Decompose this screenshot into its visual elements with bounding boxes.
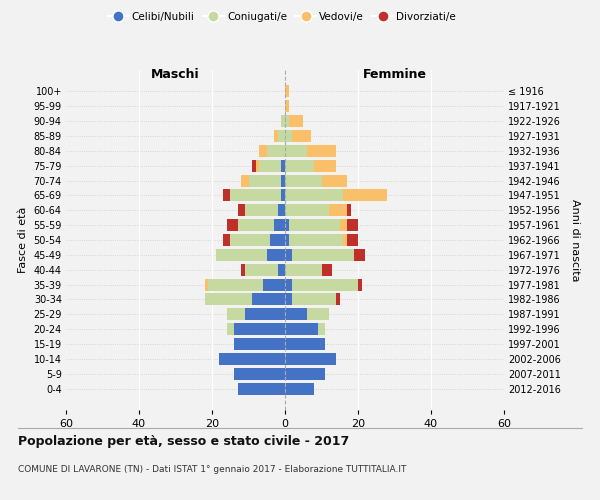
Bar <box>289 219 340 231</box>
Bar <box>234 323 285 335</box>
Bar <box>227 308 245 320</box>
Y-axis label: Anni di nascita: Anni di nascita <box>571 198 580 281</box>
Bar <box>322 174 347 186</box>
Bar <box>292 294 336 306</box>
Bar <box>259 145 267 157</box>
Bar <box>285 160 314 172</box>
Legend: Celibi/Nubili, Coniugati/e, Vedovi/e, Divorziati/e: Celibi/Nubili, Coniugati/e, Vedovi/e, Di… <box>104 8 460 26</box>
Bar <box>285 382 314 394</box>
Bar <box>322 264 332 276</box>
Bar <box>256 160 259 172</box>
Bar <box>285 264 322 276</box>
Bar <box>347 219 358 231</box>
Bar <box>223 190 230 202</box>
Bar <box>245 204 278 216</box>
Bar <box>343 190 387 202</box>
Bar <box>267 145 285 157</box>
Bar <box>307 308 329 320</box>
Bar <box>289 234 343 246</box>
Bar <box>267 249 285 261</box>
Bar <box>278 130 285 142</box>
Bar <box>227 323 234 335</box>
Bar <box>285 190 343 202</box>
Bar <box>274 130 278 142</box>
Bar <box>245 308 285 320</box>
Bar <box>285 234 289 246</box>
Bar <box>248 174 281 186</box>
Bar <box>285 100 289 112</box>
Bar <box>230 190 281 202</box>
Bar <box>285 86 289 98</box>
Bar <box>215 249 267 261</box>
Bar <box>252 294 285 306</box>
Bar <box>241 174 248 186</box>
Y-axis label: Fasce di età: Fasce di età <box>18 207 28 273</box>
Text: Popolazione per età, sesso e stato civile - 2017: Popolazione per età, sesso e stato civil… <box>18 435 349 448</box>
Bar <box>285 323 318 335</box>
Bar <box>238 219 274 231</box>
Bar <box>227 219 238 231</box>
Bar <box>281 174 285 186</box>
Bar <box>285 338 325 350</box>
Bar <box>208 278 263 290</box>
Bar <box>292 249 355 261</box>
Bar <box>347 204 350 216</box>
Bar <box>285 130 292 142</box>
Bar <box>292 278 358 290</box>
Bar <box>234 338 285 350</box>
Bar <box>271 234 285 246</box>
Bar <box>278 264 285 276</box>
Bar <box>241 264 245 276</box>
Bar <box>245 264 278 276</box>
Bar <box>238 204 245 216</box>
Bar <box>307 145 336 157</box>
Bar <box>285 204 329 216</box>
Bar <box>358 278 362 290</box>
Bar <box>220 353 285 365</box>
Bar <box>355 249 365 261</box>
Bar <box>314 160 336 172</box>
Bar <box>263 278 285 290</box>
Bar <box>238 382 285 394</box>
Bar <box>281 190 285 202</box>
Bar <box>285 115 289 127</box>
Bar <box>259 160 281 172</box>
Bar <box>205 278 208 290</box>
Bar <box>281 160 285 172</box>
Bar <box>285 278 292 290</box>
Bar <box>281 115 285 127</box>
Bar <box>343 234 347 246</box>
Bar <box>318 323 325 335</box>
Text: Femmine: Femmine <box>362 68 427 81</box>
Bar <box>285 353 336 365</box>
Bar <box>230 234 271 246</box>
Bar <box>252 160 256 172</box>
Bar <box>285 308 307 320</box>
Bar <box>223 234 230 246</box>
Bar <box>285 368 325 380</box>
Text: Maschi: Maschi <box>151 68 200 81</box>
Bar <box>285 249 292 261</box>
Bar <box>274 219 285 231</box>
Bar <box>329 204 347 216</box>
Bar <box>234 368 285 380</box>
Bar <box>205 294 252 306</box>
Bar <box>340 219 347 231</box>
Bar <box>292 130 311 142</box>
Bar <box>285 219 289 231</box>
Bar <box>289 115 303 127</box>
Bar <box>285 294 292 306</box>
Bar <box>336 294 340 306</box>
Text: COMUNE DI LAVARONE (TN) - Dati ISTAT 1° gennaio 2017 - Elaborazione TUTTITALIA.I: COMUNE DI LAVARONE (TN) - Dati ISTAT 1° … <box>18 465 406 474</box>
Bar <box>347 234 358 246</box>
Bar <box>285 174 322 186</box>
Bar <box>285 145 307 157</box>
Bar <box>278 204 285 216</box>
